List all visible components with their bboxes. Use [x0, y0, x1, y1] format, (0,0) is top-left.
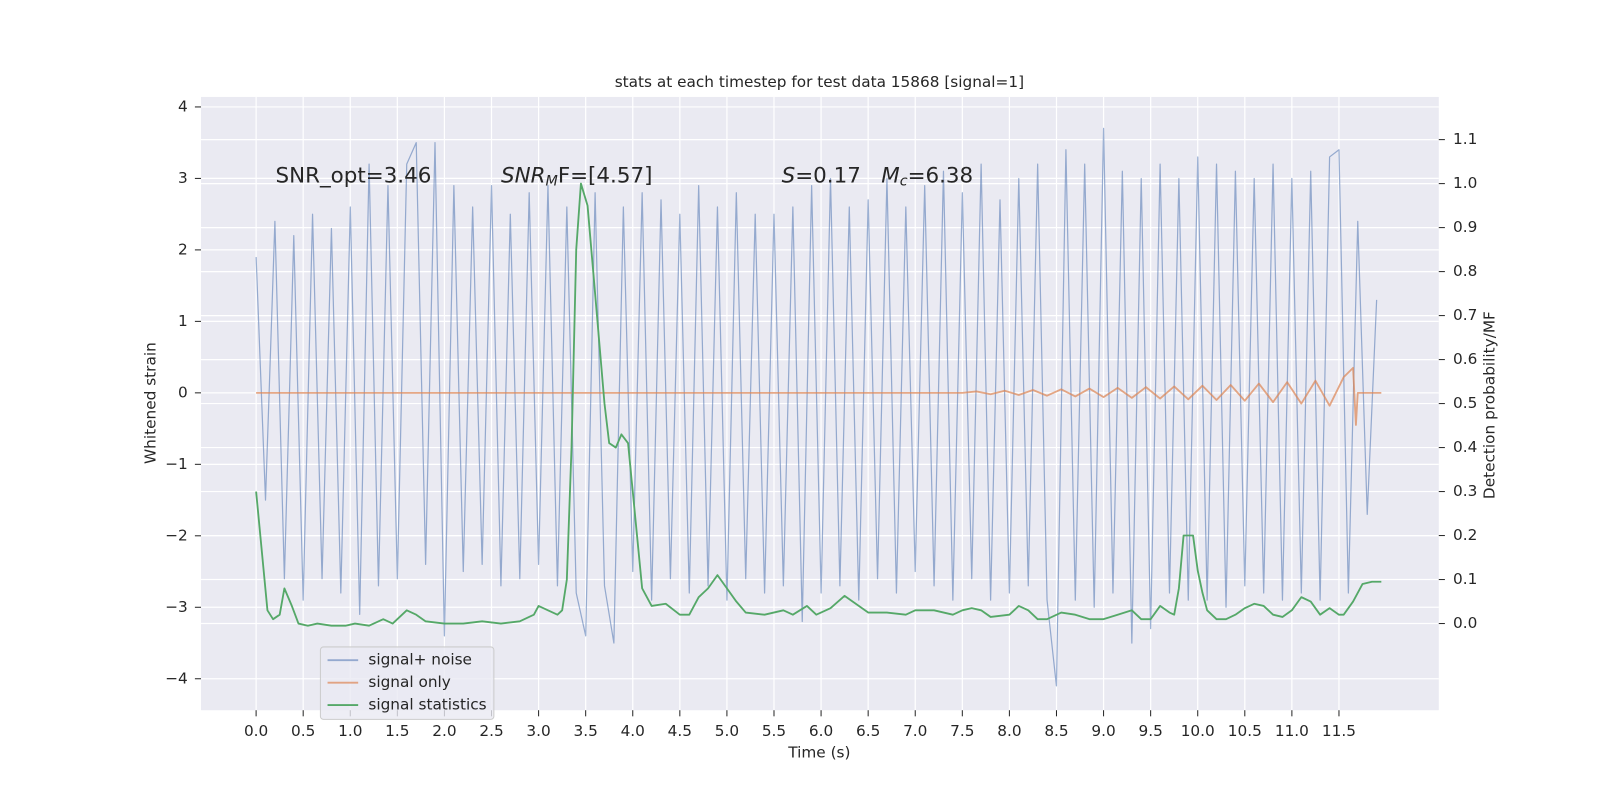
- x-tick-label: 8.0: [997, 722, 1021, 740]
- x-tick-label: 3.0: [526, 722, 550, 740]
- x-tick-label: 8.5: [1044, 722, 1068, 740]
- annotation-part: SNR: [501, 164, 545, 189]
- x-tick-label: 6.0: [809, 722, 833, 740]
- legend-label: signal+ noise: [368, 651, 472, 669]
- x-tick-label: 1.5: [385, 722, 409, 740]
- x-tick-label: 9.5: [1138, 722, 1162, 740]
- x-tick-label: 9.0: [1091, 722, 1115, 740]
- series-line: [255, 182, 1382, 627]
- x-tick-label: 3.5: [574, 722, 598, 740]
- y2-axis-label: Detection probability/MF: [1480, 311, 1498, 499]
- y-tick-label: −4: [165, 669, 188, 687]
- y2-tick-label: 0.7: [1453, 306, 1477, 324]
- annotation-part: =0.17: [795, 164, 881, 189]
- x-tick-label: 0.5: [291, 722, 315, 740]
- y2-tick-label: 0.2: [1453, 526, 1477, 544]
- x-tick-label: 5.0: [715, 722, 739, 740]
- x-tick-label: 11.0: [1275, 722, 1309, 740]
- y-tick-label: −2: [165, 526, 188, 544]
- annotation-part: F=[4.57]: [558, 164, 653, 189]
- x-tick-label: 2.5: [479, 722, 503, 740]
- y-tick-label: 0: [178, 383, 188, 401]
- chart-title: stats at each timestep for test data 158…: [615, 73, 1024, 91]
- y2-tick-label: 0.5: [1453, 394, 1477, 412]
- annotation-part: M: [881, 164, 899, 189]
- series-line: [255, 127, 1378, 687]
- legend-label: signal statistics: [368, 696, 486, 714]
- annotation-part: S: [782, 164, 796, 189]
- y2-tick-label: 1.1: [1453, 130, 1477, 148]
- y-tick-label: −1: [165, 455, 188, 473]
- x-tick-label: 5.5: [762, 722, 786, 740]
- y-tick-label: −3: [165, 598, 188, 616]
- y2-tick-label: 0.0: [1453, 614, 1477, 632]
- annotation-part: c: [900, 174, 908, 190]
- annotation-part: SNR_opt=3.46: [276, 164, 432, 189]
- x-tick-label: 1.0: [338, 722, 362, 740]
- x-tick-label: 4.5: [668, 722, 692, 740]
- y2-tick-label: 0.8: [1453, 262, 1477, 280]
- legend-box: [319, 646, 495, 720]
- y2-tick-label: 0.6: [1453, 350, 1477, 368]
- x-tick-label: 7.5: [950, 722, 974, 740]
- x-tick-label: 6.5: [856, 722, 880, 740]
- y2-tick-label: 0.1: [1453, 570, 1477, 588]
- x-tick-label: 7.0: [903, 722, 927, 740]
- x-axis-label: Time (s): [787, 744, 850, 762]
- legend-label: signal only: [368, 673, 450, 691]
- y2-tick-label: 0.4: [1453, 438, 1477, 456]
- y-tick-label: 4: [178, 97, 188, 115]
- series-line: [256, 366, 1382, 426]
- x-tick-label: 11.5: [1322, 722, 1356, 740]
- annotation-part: M: [546, 174, 558, 190]
- y-tick-label: 2: [178, 240, 188, 258]
- marks: [255, 127, 1382, 687]
- annotation-part: =6.38: [908, 164, 974, 189]
- annotation: SNRMF=[4.57]: [501, 164, 652, 190]
- x-tick-label: 0.0: [244, 722, 268, 740]
- x-tick-label: 2.0: [432, 722, 456, 740]
- y2-tick-label: 0.3: [1453, 482, 1477, 500]
- y-axis-label: Whitened strain: [142, 342, 160, 464]
- annotation: SNR_opt=3.46: [276, 164, 432, 189]
- x-tick-label: 10.0: [1181, 722, 1215, 740]
- y2-tick-label: 0.9: [1453, 218, 1477, 236]
- y-tick-label: 3: [178, 169, 188, 187]
- annotation: S=0.17 Mc=6.38: [782, 164, 974, 190]
- y2-tick-label: 1.0: [1453, 174, 1477, 192]
- x-tick-label: 4.0: [621, 722, 645, 740]
- x-tick-label: 10.5: [1228, 722, 1262, 740]
- y-tick-label: 1: [178, 312, 188, 330]
